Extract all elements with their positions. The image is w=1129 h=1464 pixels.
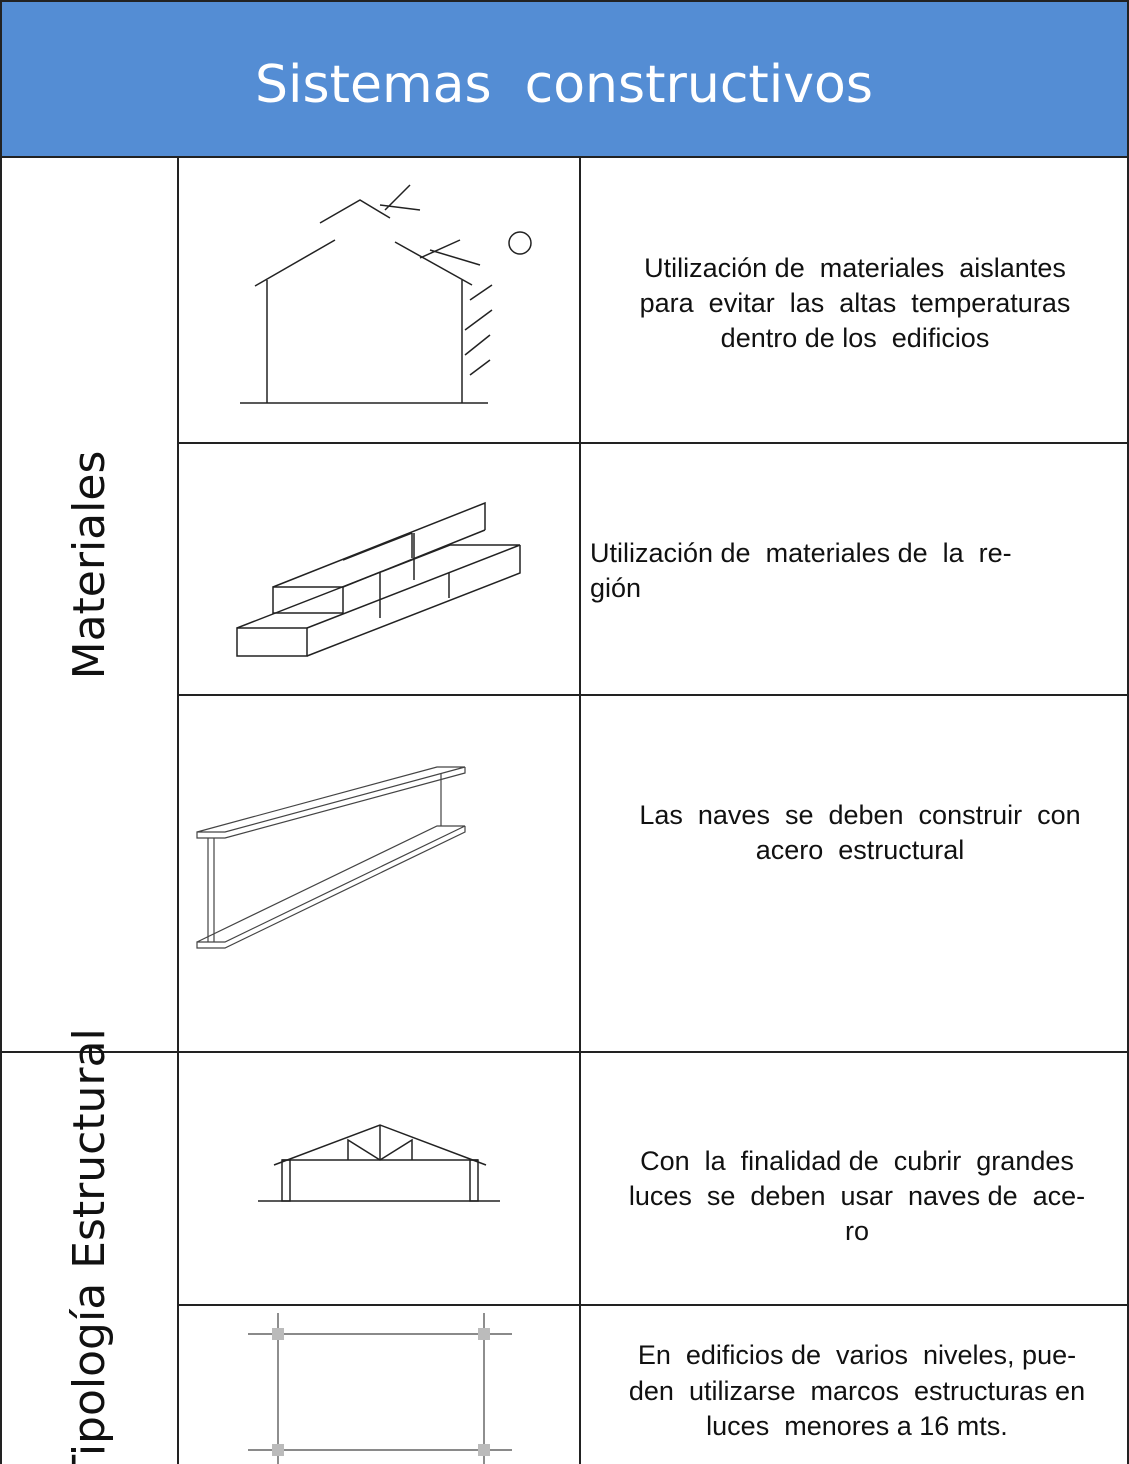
bricks-drawing [236,501,521,657]
grid [0,157,1129,1464]
cell-text: ro [845,1216,869,1246]
cell-text: Utilización de materiales aislantes [644,253,1066,283]
cell-text: para evitar las altas temperaturas [640,288,1071,318]
cell-text: Con la finalidad de cubrir grandes [640,1146,1074,1176]
house-drawing [240,184,532,404]
cell-text: luces menores a 16 mts. [706,1411,1008,1441]
truss-drawing [258,1124,500,1202]
frame-drawing [248,1313,512,1464]
cell-text: Utilización de materiales de la re- [590,538,1012,568]
title: Sistemas constructivos [255,55,873,115]
cell-text: En edificios de varios niveles, pue- [638,1340,1076,1370]
header [0,0,1129,158]
cell-text: gión [590,573,641,603]
group-label: Tipología Estructural [64,1028,115,1464]
cell-text: luces se deben usar naves de ace- [629,1181,1085,1211]
beam-drawing [196,766,466,949]
group-label: Materiales [64,451,115,680]
cell-text: acero estructural [756,835,965,865]
cell-text: Las naves se deben construir con [639,800,1080,830]
cell-text: den utilizarse marcos estructuras en [629,1376,1085,1406]
cell-text: dentro de los edificios [721,323,990,353]
